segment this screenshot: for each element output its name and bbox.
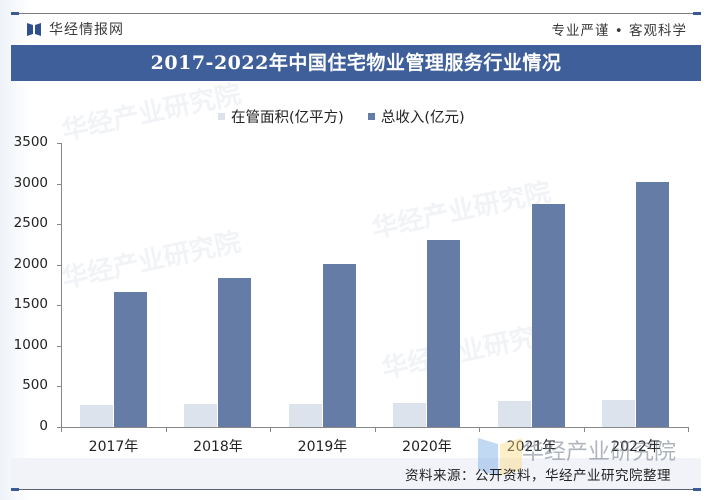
legend: 在管面积(亿平方) 总收入(亿元) xyxy=(218,106,465,127)
legend-swatch xyxy=(218,113,225,120)
divider-accent xyxy=(11,12,19,15)
y-tick xyxy=(57,224,62,226)
bar-managed-area xyxy=(184,403,218,427)
y-axis xyxy=(61,143,62,428)
y-tick xyxy=(57,183,62,185)
bar-managed-area xyxy=(79,405,113,427)
x-tick-label: 2020年 xyxy=(402,439,452,455)
x-tick xyxy=(479,427,480,432)
title-bar: 2017-2022年中国住宅物业管理服务行业情况 xyxy=(11,45,701,81)
legend-label: 总收入(亿元) xyxy=(380,110,465,126)
legend-item-area: 在管面积(亿平方) xyxy=(218,106,344,127)
bar-managed-area xyxy=(497,401,531,427)
divider-accent xyxy=(11,488,19,491)
overlay-watermark: 华经产业研究院 xyxy=(522,440,677,465)
y-tick xyxy=(57,305,62,307)
y-tick-label: 0 xyxy=(39,418,48,434)
y-tick-label: 3000 xyxy=(13,174,48,191)
x-tick xyxy=(61,427,62,432)
y-tick-label: 2000 xyxy=(13,255,48,272)
y-tick xyxy=(57,345,62,347)
y-tick xyxy=(57,264,62,266)
watermark-logo-icon xyxy=(478,438,522,476)
slogan: 专业严谨 • 客观科学 xyxy=(551,23,687,39)
y-tick xyxy=(57,427,62,428)
bar-total-revenue xyxy=(113,291,147,427)
x-tick xyxy=(270,427,271,432)
chart-title: 2017-2022年中国住宅物业管理服务行业情况 xyxy=(150,52,562,74)
source-note: 资料来源：公开资料，华经产业研究院整理 xyxy=(405,468,671,484)
legend-item-revenue: 总收入(亿元) xyxy=(367,106,465,127)
top-divider xyxy=(11,13,701,14)
brand-logo-icon xyxy=(27,23,41,36)
bottom-divider xyxy=(11,489,701,490)
y-tick-label: 1500 xyxy=(13,296,48,313)
y-tick xyxy=(57,386,62,388)
legend-swatch xyxy=(367,113,375,120)
y-tick xyxy=(57,143,62,144)
bar-total-revenue xyxy=(218,277,252,427)
divider-accent xyxy=(693,12,701,15)
header: 华经情报网 专业严谨 • 客观科学 xyxy=(11,14,701,44)
bar-total-revenue xyxy=(427,239,461,427)
bar-managed-area xyxy=(288,403,322,427)
divider-accent xyxy=(693,488,701,491)
y-tick-label: 3500 xyxy=(13,134,48,150)
brand-name: 华经情报网 xyxy=(49,22,124,38)
x-tick xyxy=(688,427,689,432)
y-tick-label: 500 xyxy=(22,377,48,394)
bar-total-revenue xyxy=(322,263,356,427)
bar-managed-area xyxy=(602,400,636,427)
footer-band xyxy=(11,458,701,489)
y-tick-label: 1000 xyxy=(13,336,48,353)
x-tick-label: 2017年 xyxy=(88,439,139,455)
bar-total-revenue xyxy=(531,203,565,427)
background-gradient xyxy=(0,0,30,500)
legend-label: 在管面积(亿平方) xyxy=(231,110,344,126)
x-tick-label: 2022年 xyxy=(611,439,661,455)
y-tick-label: 2500 xyxy=(13,215,48,232)
x-tick-label: 2018年 xyxy=(193,439,243,455)
x-tick xyxy=(583,427,585,432)
x-tick-label: 2019年 xyxy=(297,439,348,455)
x-tick xyxy=(374,427,376,432)
x-tick xyxy=(165,427,167,432)
bar-total-revenue xyxy=(636,181,670,427)
x-tick-label: 2021年 xyxy=(506,439,557,455)
bar-managed-area xyxy=(393,402,427,427)
